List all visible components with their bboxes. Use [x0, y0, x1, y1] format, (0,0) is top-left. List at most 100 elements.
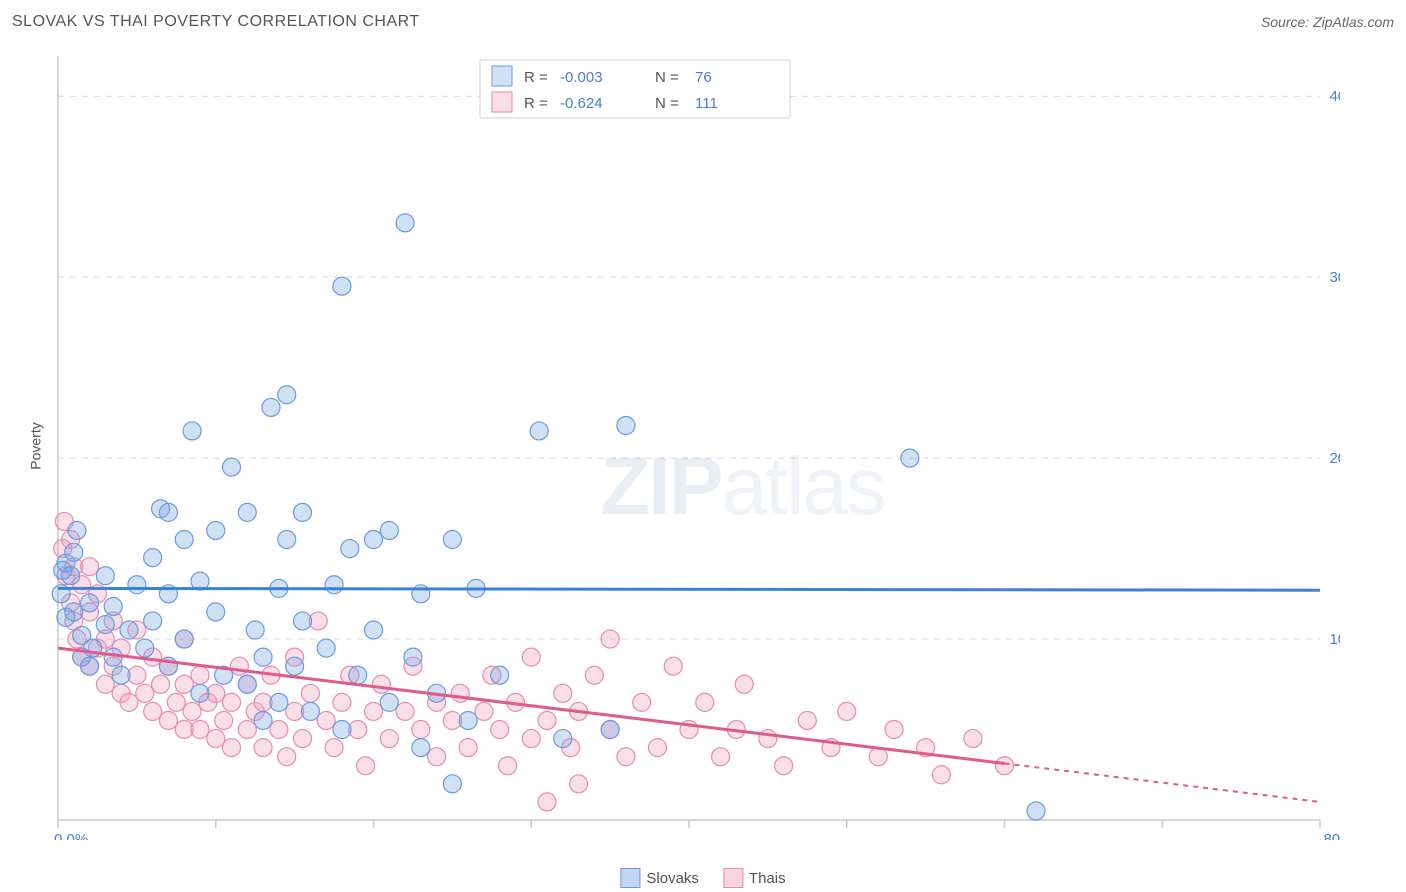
scatter-point [554, 684, 572, 702]
scatter-point [175, 630, 193, 648]
scatter-point [325, 576, 343, 594]
legend-swatch [492, 66, 512, 86]
scatter-point [365, 621, 383, 639]
scatter-point [152, 675, 170, 693]
scatter-point [136, 639, 154, 657]
scatter-point [964, 730, 982, 748]
source-text: Source: ZipAtlas.com [1261, 14, 1394, 30]
scatter-point [491, 721, 509, 739]
scatter-point [341, 540, 359, 558]
scatter-point [617, 748, 635, 766]
scatter-point [333, 277, 351, 295]
scatter-point [238, 503, 256, 521]
scatter-point [365, 531, 383, 549]
y-tick-label: 10.0% [1329, 631, 1340, 648]
scatter-point [869, 748, 887, 766]
scatter-point [798, 711, 816, 729]
scatter-point [65, 603, 83, 621]
legend-r-label: R = [524, 69, 548, 86]
scatter-point [491, 666, 509, 684]
scatter-point [286, 657, 304, 675]
scatter-point [617, 417, 635, 435]
scatter-point [96, 675, 114, 693]
trend-line [58, 588, 1320, 590]
scatter-point [570, 775, 588, 793]
scatter-point [333, 721, 351, 739]
scatter-point [144, 612, 162, 630]
scatter-point [62, 567, 80, 585]
legend-n-value: 76 [695, 69, 712, 86]
scatter-point [294, 503, 312, 521]
legend-n-label: N = [655, 69, 679, 86]
scatter-point [68, 521, 86, 539]
scatter-point [538, 793, 556, 811]
scatter-point [167, 693, 185, 711]
scatter-point [759, 730, 777, 748]
scatter-point [412, 721, 430, 739]
legend-swatch [723, 868, 743, 888]
scatter-point [633, 693, 651, 711]
chart-area: 10.0% 20.0% 30.0% 40.0% 0.0% 80.0% R = -0.003 N … [50, 50, 1340, 840]
scatter-point [223, 693, 241, 711]
scatter-point [380, 730, 398, 748]
scatter-point [443, 531, 461, 549]
scatter-point [301, 702, 319, 720]
x-tick-label: 80.0% [1323, 831, 1340, 840]
scatter-point [230, 657, 248, 675]
scatter-point [294, 730, 312, 748]
legend-item: Slovaks [620, 868, 699, 888]
scatter-point [175, 531, 193, 549]
scatter-point [215, 711, 233, 729]
scatter-point [317, 639, 335, 657]
y-tick-label: 20.0% [1329, 450, 1340, 467]
scatter-point [278, 748, 296, 766]
scatter-point [175, 675, 193, 693]
scatter-point [278, 386, 296, 404]
scatter-point [996, 757, 1014, 775]
legend-swatch [620, 868, 640, 888]
y-tick-label: 40.0% [1329, 88, 1340, 105]
legend-n-value: 111 [695, 95, 718, 112]
scatter-point [357, 757, 375, 775]
scatter-point [254, 711, 272, 729]
y-tick-label: 30.0% [1329, 269, 1340, 286]
legend-r-label: R = [524, 95, 548, 112]
scatter-point [775, 757, 793, 775]
scatter-point [65, 543, 83, 561]
scatter-point [128, 576, 146, 594]
scatter-point [664, 657, 682, 675]
scatter-point [81, 558, 99, 576]
y-axis-label: Poverty [28, 422, 44, 469]
scatter-point [648, 739, 666, 757]
scatter-point [262, 398, 280, 416]
scatter-point [96, 616, 114, 634]
scatter-point [499, 757, 517, 775]
scatter-point [538, 711, 556, 729]
legend-swatch [492, 92, 512, 112]
scatter-point [349, 666, 367, 684]
chart-title: SLOVAK VS THAI POVERTY CORRELATION CHART [12, 13, 420, 31]
scatter-point [838, 702, 856, 720]
scatter-point [412, 739, 430, 757]
scatter-point [270, 721, 288, 739]
legend-n-label: N = [655, 95, 679, 112]
x-tick-label: 0.0% [54, 831, 88, 840]
scatter-point [585, 666, 603, 684]
legend-r-value: -0.624 [560, 95, 603, 112]
scatter-point [159, 711, 177, 729]
scatter-point [601, 630, 619, 648]
scatter-point [696, 693, 714, 711]
scatter-point [246, 621, 264, 639]
scatter-point [254, 739, 272, 757]
scatter-point [207, 730, 225, 748]
scatter-point [191, 684, 209, 702]
scatter-point [136, 684, 154, 702]
scatter-point [278, 531, 296, 549]
scatter-point [901, 449, 919, 467]
scatter-point [191, 666, 209, 684]
legend-r-value: -0.003 [560, 69, 603, 86]
scatter-point [207, 521, 225, 539]
scatter-point [530, 422, 548, 440]
scatter-point [712, 748, 730, 766]
legend-item: Thais [723, 868, 786, 888]
